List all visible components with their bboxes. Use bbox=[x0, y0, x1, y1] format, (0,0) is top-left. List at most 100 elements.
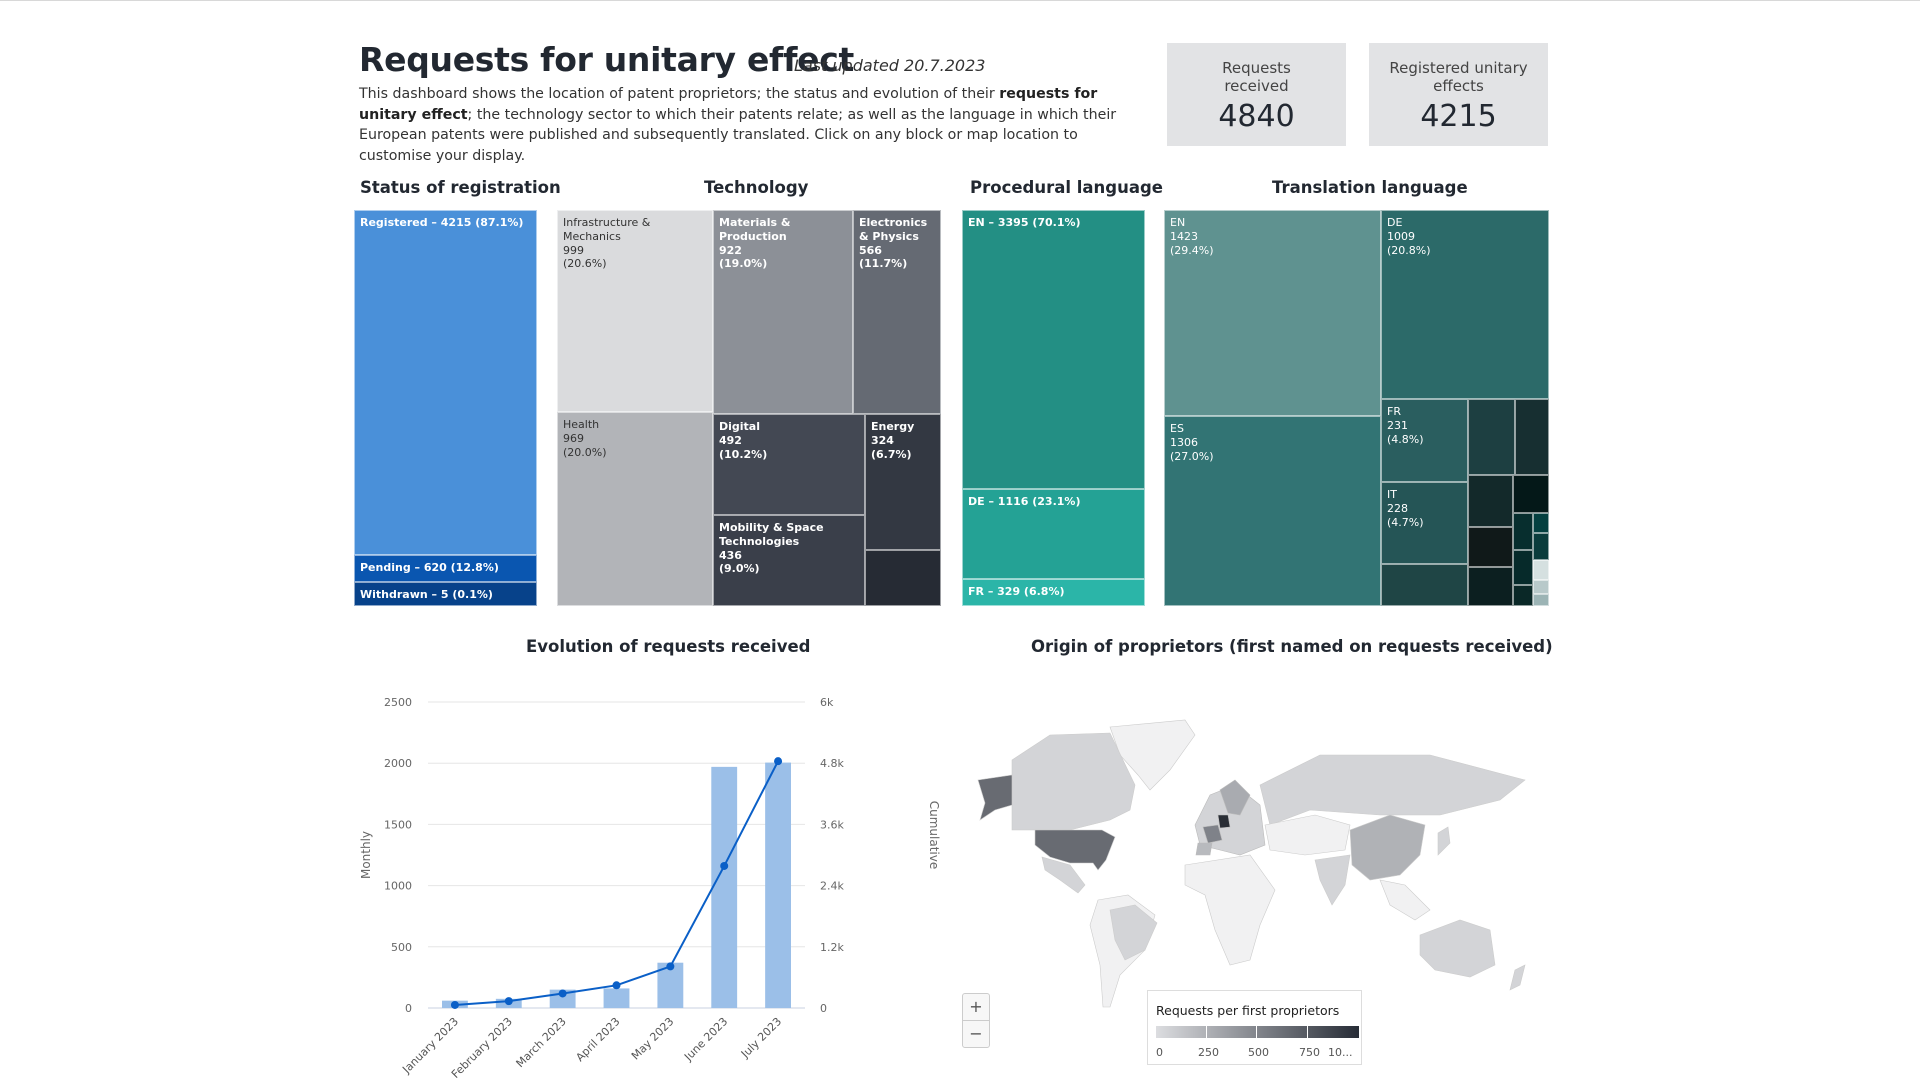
translation-block-es[interactable]: ES 1306 (27.0%) bbox=[1164, 416, 1381, 606]
block-label: (27.0%) bbox=[1170, 449, 1214, 463]
translation-block-it[interactable]: IT 228 (4.7%) bbox=[1381, 482, 1468, 564]
map-india[interactable] bbox=[1314, 854, 1351, 906]
translation-block-small[interactable] bbox=[1533, 580, 1549, 594]
tech-block-energy[interactable]: Energy 324 (6.7%) bbox=[865, 414, 941, 550]
block-label: (10.2%) bbox=[719, 447, 768, 461]
translation-treemap: EN 1423 (29.4%) DE 1009 (20.8%) ES 1306 (27.0%… bbox=[1164, 210, 1549, 606]
legend-title: Requests per first proprietors bbox=[1156, 1003, 1340, 1018]
tech-block-other[interactable] bbox=[865, 550, 941, 606]
block-label: Mobility & Space Technologies bbox=[719, 521, 824, 548]
block-label: (6.7%) bbox=[871, 447, 912, 461]
kpi-registered-unitary-effects: Registered unitary effects 4215 bbox=[1369, 43, 1548, 146]
block-label: Withdrawn – 5 (0.1%) bbox=[360, 588, 493, 601]
tech-block-mobility[interactable]: Mobility & Space Technologies 436 (9.0%) bbox=[713, 515, 865, 606]
x-tick-label: July 2023 bbox=[738, 1015, 784, 1061]
block-label: DE bbox=[1387, 216, 1403, 229]
y-tick-label: 1000 bbox=[384, 880, 412, 893]
translation-block-small[interactable] bbox=[1468, 527, 1513, 567]
block-label: 566 bbox=[859, 243, 882, 257]
kpi-label: Registered unitary effects bbox=[1389, 59, 1528, 95]
block-label: EN – 3395 (70.1%) bbox=[968, 216, 1081, 229]
map-france[interactable] bbox=[1202, 824, 1223, 844]
technology-title: Technology bbox=[704, 178, 809, 197]
status-block-registered[interactable]: Registered – 4215 (87.1%) bbox=[354, 210, 537, 555]
procedural-block-de[interactable]: DE – 1116 (23.1%) bbox=[962, 489, 1145, 579]
tech-block-health[interactable]: Health 969 (20.0%) bbox=[557, 412, 713, 606]
y2-tick-label: 2.4k bbox=[820, 880, 844, 893]
translation-block-en[interactable]: EN 1423 (29.4%) bbox=[1164, 210, 1381, 416]
map-united-states[interactable] bbox=[1034, 829, 1116, 871]
x-tick-label: January 2023 bbox=[399, 1015, 461, 1077]
x-tick-label: April 2023 bbox=[573, 1015, 622, 1064]
tech-block-infrastructure[interactable]: Infrastructure & Mechanics 999 (20.6%) bbox=[557, 210, 713, 412]
block-label: 922 bbox=[719, 243, 742, 257]
kpi-value: 4215 bbox=[1420, 99, 1497, 134]
block-label: Digital bbox=[719, 420, 760, 433]
tech-block-materials[interactable]: Materials & Production 922 (19.0%) bbox=[713, 210, 853, 414]
block-label: IT bbox=[1387, 488, 1397, 501]
translation-block-fr[interactable]: FR 231 (4.8%) bbox=[1381, 399, 1468, 482]
translation-block-small[interactable] bbox=[1513, 550, 1533, 585]
map-zoom-in-button[interactable]: + bbox=[969, 997, 983, 1016]
legend-separator bbox=[1206, 1026, 1207, 1038]
cumulative-point bbox=[612, 981, 621, 990]
map-spain[interactable] bbox=[1195, 842, 1213, 856]
block-label: (4.7%) bbox=[1387, 515, 1424, 529]
cumulative-point bbox=[720, 861, 729, 870]
map-germany[interactable] bbox=[1217, 814, 1231, 829]
map-greenland[interactable] bbox=[1109, 719, 1196, 791]
translation-block-de[interactable]: DE 1009 (20.8%) bbox=[1381, 210, 1549, 399]
procedural-block-fr[interactable]: FR – 329 (6.8%) bbox=[962, 579, 1145, 606]
translation-block-small[interactable] bbox=[1513, 513, 1533, 550]
tech-block-electronics[interactable]: Electronics & Physics 566 (11.7%) bbox=[853, 210, 941, 414]
kpi-label: Requests received bbox=[1222, 59, 1291, 95]
translation-title: Translation language bbox=[1272, 178, 1468, 197]
map-brazil[interactable] bbox=[1109, 904, 1158, 961]
map-africa[interactable] bbox=[1184, 854, 1276, 966]
translation-block-small[interactable] bbox=[1468, 399, 1515, 475]
top-divider bbox=[0, 0, 1920, 1]
evolution-chart: 0 0 500 1.2k 1000 2.4k 1500 3.6k 2000 4.8k 2500 6k M… bbox=[359, 696, 941, 1080]
block-label: 231 bbox=[1387, 418, 1408, 432]
x-tick-label: June 2023 bbox=[681, 1015, 730, 1064]
kpi-value: 4840 bbox=[1218, 99, 1295, 134]
status-block-withdrawn[interactable]: Withdrawn – 5 (0.1%) bbox=[354, 582, 537, 606]
translation-block-small[interactable] bbox=[1468, 475, 1513, 527]
cumulative-point bbox=[666, 962, 675, 971]
map-mexico[interactable] bbox=[1041, 856, 1086, 894]
cumulative-point bbox=[450, 1000, 459, 1009]
map-southeast-asia[interactable] bbox=[1379, 879, 1431, 921]
block-label: 324 bbox=[871, 433, 894, 447]
map-new-zealand[interactable] bbox=[1509, 964, 1526, 991]
map-zoom-controls: + − bbox=[962, 993, 990, 1048]
map-zoom-out-button[interactable]: − bbox=[963, 1020, 989, 1047]
translation-block-small[interactable] bbox=[1533, 513, 1549, 533]
y2-tick-label: 3.6k bbox=[820, 818, 844, 831]
translation-block-small[interactable] bbox=[1468, 567, 1513, 606]
y-tick-label: 500 bbox=[391, 941, 412, 954]
map-central-asia[interactable] bbox=[1264, 814, 1351, 856]
procedural-block-en[interactable]: EN – 3395 (70.1%) bbox=[962, 210, 1145, 489]
legend-separator bbox=[1256, 1026, 1257, 1038]
translation-block-small[interactable] bbox=[1513, 585, 1533, 606]
map-china[interactable] bbox=[1349, 814, 1426, 881]
tech-block-digital[interactable]: Digital 492 (10.2%) bbox=[713, 414, 865, 515]
block-label: (29.4%) bbox=[1170, 243, 1214, 257]
map-scandinavia[interactable] bbox=[1219, 779, 1251, 816]
map-japan[interactable] bbox=[1437, 826, 1451, 856]
block-label: 1423 bbox=[1170, 229, 1198, 243]
map-alaska[interactable] bbox=[977, 774, 1013, 821]
translation-block-small[interactable] bbox=[1533, 560, 1549, 580]
block-label: (19.0%) bbox=[719, 257, 768, 271]
translation-block-small[interactable] bbox=[1515, 399, 1549, 475]
translation-block-small[interactable] bbox=[1533, 533, 1549, 560]
world-map[interactable] bbox=[960, 715, 1560, 1015]
translation-block-small[interactable] bbox=[1533, 594, 1549, 606]
translation-block-other[interactable] bbox=[1381, 564, 1468, 606]
translation-block-small[interactable] bbox=[1513, 475, 1549, 513]
map-canada[interactable] bbox=[1011, 732, 1136, 831]
status-block-pending[interactable]: Pending – 620 (12.8%) bbox=[354, 555, 537, 582]
legend-tick: 10... bbox=[1328, 1046, 1353, 1059]
map-australia[interactable] bbox=[1419, 919, 1496, 978]
map-russia[interactable] bbox=[1259, 754, 1526, 826]
